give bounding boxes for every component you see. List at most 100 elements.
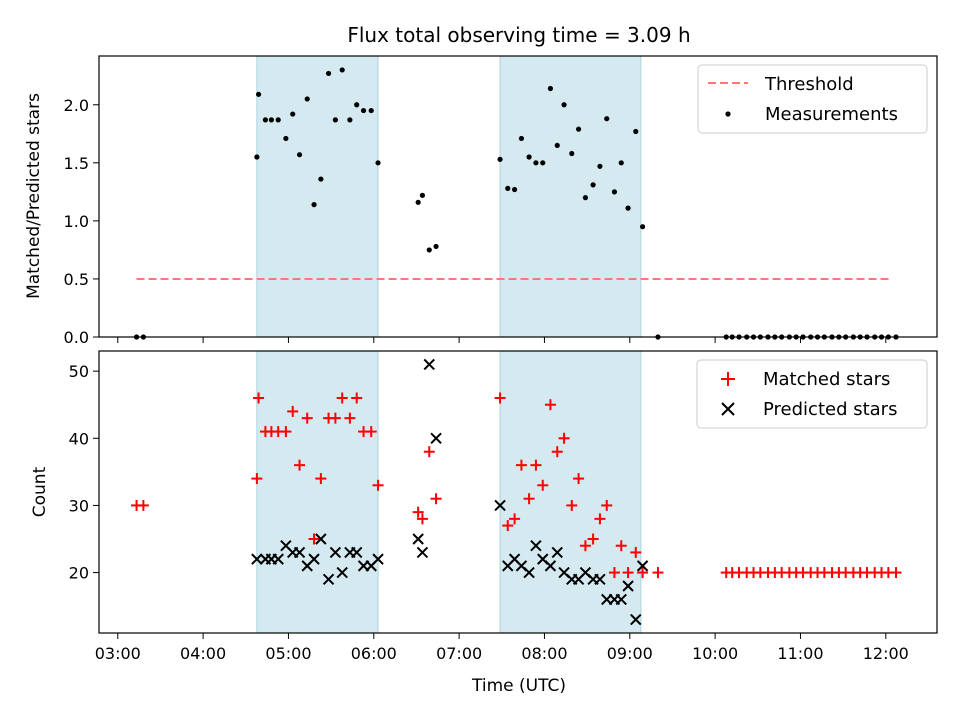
bottom-y-ticks: 20 30 40 50 [69, 362, 99, 583]
matched-point [351, 392, 363, 404]
matched-point [530, 459, 542, 471]
matched-point [601, 499, 613, 511]
y-tick-label: 30 [69, 496, 89, 515]
legend-measurements-swatch [725, 111, 731, 117]
shaded-window [499, 55, 642, 338]
matched-point [594, 513, 606, 525]
legend-predicted-label: Predicted stars [763, 399, 897, 420]
matched-point [423, 446, 435, 458]
matched-point [558, 432, 570, 444]
matched-point [137, 499, 149, 511]
bottom-y-axis-label: Count [30, 466, 50, 517]
predicted-point-b [293, 546, 306, 559]
predicted-point-b [423, 358, 435, 371]
bottom-axes-frame [98, 350, 938, 634]
measurement-point [639, 224, 646, 230]
predicted-point [412, 533, 424, 545]
top-y-axis-label: Matched/Predicted stars [24, 93, 44, 299]
measurement-point [360, 107, 367, 114]
predicted-point-b [329, 546, 342, 559]
x-tick-label: 12:00 [863, 644, 909, 663]
predicted-point [329, 546, 342, 559]
top-legend: Threshold Measurements [697, 64, 928, 134]
top-y-ticks: 0.0 0.5 1.0 1.5 2.0 [64, 96, 99, 347]
y-tick-label: 40 [69, 429, 89, 448]
measurement-point [354, 102, 360, 108]
matched-point [251, 473, 263, 485]
predicted-point-b [251, 553, 263, 565]
matched-point [430, 493, 442, 505]
measurement-point [497, 156, 503, 162]
measurement-point [332, 117, 338, 123]
predicted-point-b [372, 553, 384, 565]
top-x-ticks [117, 337, 887, 343]
measurement-point [633, 128, 639, 135]
predicted-point-b [351, 546, 363, 559]
x-tick-label: 08:00 [521, 644, 567, 663]
matched-star-points [131, 392, 902, 579]
predicted-point-b [336, 566, 348, 579]
measurement-point [533, 160, 539, 166]
measurement-point [618, 160, 624, 166]
matched-point [287, 405, 299, 417]
measurement-point [262, 117, 269, 123]
shaded-window [499, 350, 642, 634]
measurement-point [268, 117, 274, 123]
predicted-point [423, 358, 435, 371]
matched-point [502, 520, 514, 532]
predicted-point-b [315, 533, 327, 545]
predicted-point [322, 573, 335, 585]
predicted-point-b [416, 546, 429, 559]
matched-point [630, 546, 642, 558]
measurement-point [511, 186, 518, 193]
predicted-point-b [615, 593, 627, 606]
matched-point [622, 567, 634, 579]
measurement-point [275, 117, 281, 123]
measurement-point [318, 176, 324, 182]
measurement-point [304, 96, 310, 102]
measurement-point [311, 202, 317, 208]
predicted-point-b [622, 580, 634, 592]
x-tick-label: 06:00 [351, 644, 397, 663]
predicted-point-b [515, 560, 528, 572]
matched-point [579, 540, 591, 552]
matched-point [308, 533, 320, 545]
top-legend-box [697, 64, 928, 134]
measurement-point [347, 117, 353, 123]
measurement-point [554, 142, 560, 149]
measurement-point [254, 154, 260, 160]
bottom-x-ticks: 03:00 04:00 05:00 06:00 07:00 08:00 09:00 10:00… [95, 633, 909, 663]
predicted-point [293, 546, 306, 559]
predicted-point-b [280, 540, 292, 552]
predicted-point-b [272, 553, 284, 565]
predicted-point [615, 593, 627, 606]
measurement-point [526, 154, 532, 160]
y-tick-label: 0.0 [64, 328, 89, 347]
matched-point [544, 399, 556, 411]
predicted-point-b [630, 613, 642, 626]
predicted-point [494, 499, 506, 512]
legend-threshold-label: Threshold [764, 74, 854, 95]
predicted-point [636, 560, 649, 572]
measurement-point [604, 116, 610, 122]
matched-point [652, 567, 664, 579]
bottom-legend: Matched stars Predicted stars [696, 359, 928, 429]
measurement-point [368, 107, 374, 114]
matched-point [372, 479, 384, 491]
measurement-point [582, 195, 589, 201]
predicted-point [430, 432, 442, 444]
predicted-point [594, 573, 606, 585]
legend-predicted-swatch [721, 402, 735, 416]
x-tick-label: 09:00 [607, 644, 653, 663]
matched-point [890, 567, 902, 579]
predicted-point [416, 546, 429, 559]
measurement-point [415, 199, 421, 205]
predicted-point-b [537, 553, 549, 565]
x-tick-label: 10:00 [692, 644, 738, 663]
x-tick-label: 07:00 [436, 644, 482, 663]
predicted-point-b [412, 533, 424, 545]
predicted-point-b [544, 560, 557, 572]
matched-point [294, 459, 306, 471]
top-axes-frame [98, 55, 938, 338]
